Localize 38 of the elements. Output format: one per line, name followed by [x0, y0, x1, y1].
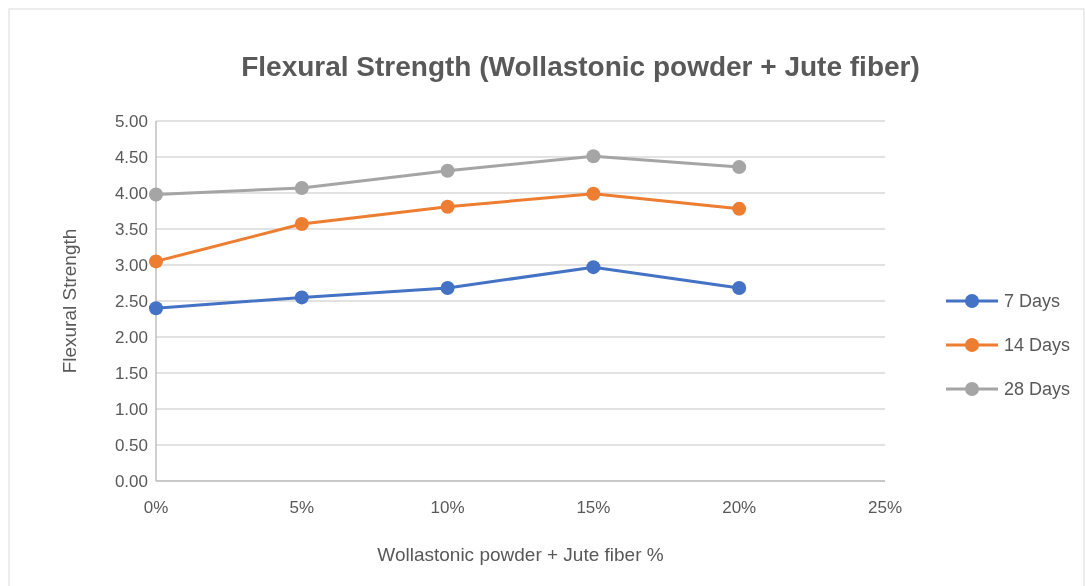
point: [149, 187, 163, 202]
y-tick-label: 4.50: [114, 147, 148, 167]
y-tick-label: 3.50: [114, 219, 148, 239]
point: [294, 216, 309, 231]
point: [586, 186, 601, 201]
x-tick-label: 5%: [289, 498, 315, 517]
point: [586, 149, 601, 164]
y-tick-label: 2.00: [114, 327, 148, 347]
point: [149, 254, 163, 269]
x-axis-title: Wollastonic powder + Jute fiber %: [377, 544, 664, 565]
y-tick-label: 0.50: [114, 435, 148, 455]
x-tick-label: 10%: [430, 498, 465, 517]
y-tick-label: 4.00: [114, 183, 148, 203]
point: [732, 201, 747, 216]
x-tick-label: 0%: [143, 498, 169, 517]
point: [440, 281, 455, 296]
legend-label: 28 Days: [1004, 379, 1071, 400]
y-axis-title: Flexural Strength: [59, 228, 80, 374]
y-tick-label: 3.00: [114, 255, 148, 275]
y-tick-label: 2.50: [114, 291, 148, 311]
x-tick-label: 15%: [576, 498, 611, 517]
point: [294, 290, 309, 305]
point: [586, 260, 601, 275]
y-tick-label: 5.00: [114, 111, 148, 131]
chart-title: Flexural Strength (Wollastonic powder + Jute fiber): [241, 51, 920, 82]
y-tick-label: 1.00: [114, 399, 148, 419]
legend-label: 14 Days: [1004, 335, 1071, 356]
point: [440, 199, 455, 214]
x-tick-label: 20%: [722, 498, 757, 517]
legend-label: 7 Days: [1004, 291, 1061, 312]
point: [294, 180, 309, 195]
point: [440, 163, 455, 178]
y-tick-label: 1.50: [114, 363, 148, 383]
point: [732, 281, 747, 296]
point: [732, 160, 747, 175]
y-tick-label: 0.00: [114, 471, 148, 491]
point: [149, 301, 163, 316]
x-tick-label: 25%: [867, 498, 903, 517]
